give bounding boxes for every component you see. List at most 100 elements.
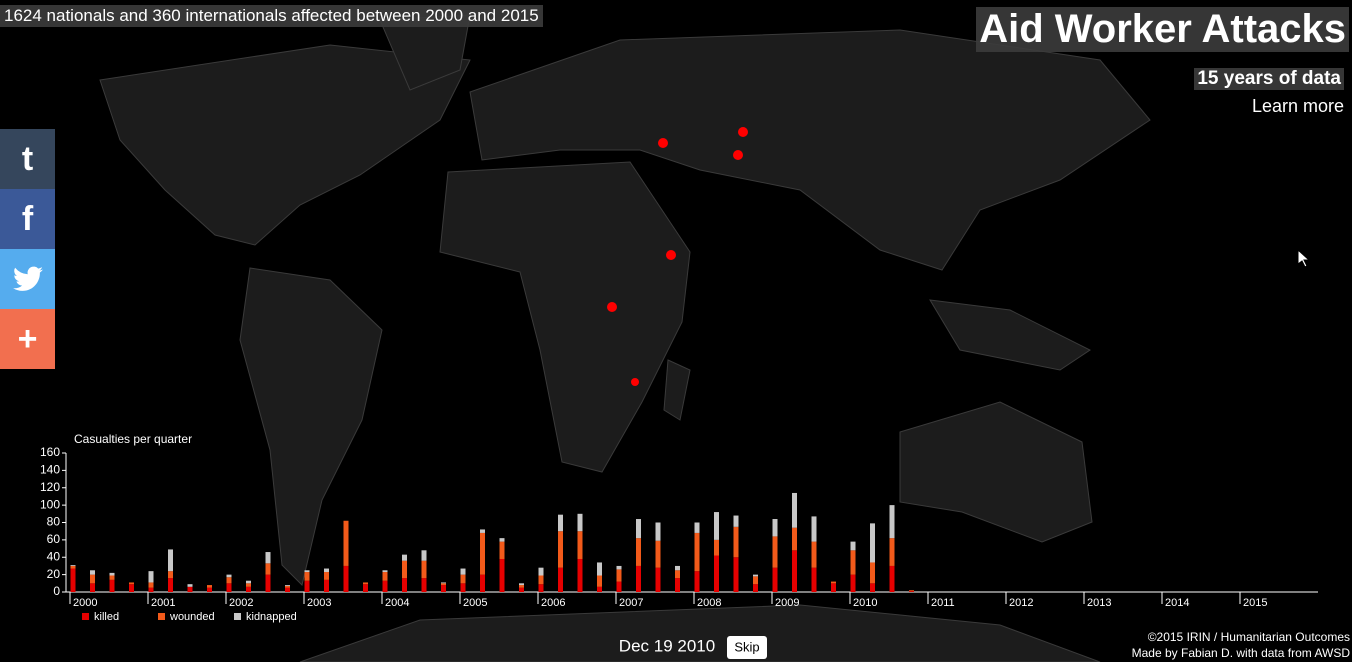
- bar-segment: [519, 585, 524, 588]
- author-link[interactable]: Fabian D.: [1181, 646, 1234, 660]
- bar-segment: [870, 583, 875, 592]
- bar-segment: [382, 570, 388, 573]
- bar-segment: [675, 570, 680, 579]
- share-button[interactable]: +: [0, 309, 55, 369]
- bar-segment: [421, 550, 427, 561]
- bar-segment: [831, 581, 836, 584]
- bar-segment: [480, 529, 485, 533]
- bar-segment: [577, 558, 583, 592]
- bar-segment: [636, 519, 641, 539]
- y-tick-label: 0: [53, 584, 60, 598]
- bar-segment: [109, 572, 115, 576]
- x-tick-label: 2014: [1165, 597, 1189, 609]
- x-tick-label: 2010: [853, 597, 877, 609]
- bar-segment: [499, 558, 505, 592]
- legend-label: kidnapped: [246, 611, 297, 623]
- bar-segment: [70, 568, 76, 592]
- y-tick-label: 20: [47, 567, 61, 581]
- x-tick-label: 2000: [73, 597, 97, 609]
- bar-segment: [597, 575, 602, 587]
- bar-segment: [733, 515, 739, 527]
- bar-segment: [265, 552, 271, 564]
- bar-segment: [168, 571, 173, 579]
- bar-segment: [675, 578, 680, 592]
- attack-dots: [607, 127, 748, 386]
- bar-segment: [109, 575, 115, 580]
- bar-segment: [460, 574, 466, 584]
- bar-segment: [733, 557, 739, 592]
- bar-segment: [402, 578, 407, 592]
- legend-label: killed: [94, 611, 119, 623]
- bar-segment: [792, 550, 797, 592]
- bar-segment: [304, 570, 310, 573]
- bar-segment: [499, 541, 505, 559]
- y-tick-label: 40: [47, 549, 61, 563]
- bar-segment: [148, 582, 154, 588]
- separator: /: [1213, 630, 1218, 644]
- bar-segment: [519, 583, 524, 586]
- bar-segment: [246, 586, 251, 592]
- bar-segment: [577, 513, 583, 532]
- bar-segment: [694, 532, 700, 572]
- bar-segment: [753, 574, 758, 577]
- bar-segment: [441, 583, 446, 586]
- bar-segment: [226, 574, 232, 578]
- bar-segment: [850, 574, 856, 592]
- bar-segment: [597, 562, 602, 576]
- twitter-button[interactable]: [0, 249, 55, 309]
- bar-segment: [168, 578, 173, 592]
- bar-segment: [597, 586, 602, 592]
- bar-segment: [382, 572, 388, 581]
- legend-swatch: [234, 613, 241, 620]
- bar-segment: [499, 538, 505, 542]
- bar-segment: [324, 579, 329, 592]
- bar-segment: [460, 583, 466, 592]
- bar-segment: [363, 584, 368, 592]
- bar-segment: [109, 579, 115, 592]
- legend-swatch: [158, 613, 165, 620]
- skip-label[interactable]: Skip: [734, 639, 759, 654]
- bar-segment: [382, 580, 388, 592]
- bar-segment: [850, 550, 856, 575]
- bar-segment: [207, 585, 212, 588]
- legend-swatch: [82, 613, 89, 620]
- bar-segment: [538, 567, 544, 576]
- bar-segment: [811, 541, 817, 568]
- tumblr-button[interactable]: t: [0, 129, 55, 189]
- x-tick-label: 2002: [229, 597, 253, 609]
- bar-segment: [226, 583, 232, 592]
- learn-more[interactable]: Learn more: [1251, 96, 1344, 116]
- bar-segment: [519, 587, 524, 592]
- bar-segment: [226, 577, 232, 584]
- awsd-link[interactable]: AWSD: [1314, 646, 1350, 660]
- bar-segment: [285, 587, 290, 592]
- x-tick-label: 2004: [385, 597, 409, 609]
- bar-segment: [772, 567, 778, 592]
- bar-segment: [480, 574, 485, 592]
- bar-segment: [421, 560, 427, 579]
- bar-segment: [538, 575, 544, 585]
- y-tick-label: 80: [47, 515, 61, 529]
- bar-segment: [909, 591, 914, 592]
- bar-segment: [753, 584, 758, 592]
- bar-segment: [831, 583, 836, 592]
- bar-segment: [70, 565, 76, 569]
- bar-segment: [343, 565, 349, 592]
- skip-button[interactable]: [727, 636, 767, 659]
- bar-segment: [90, 570, 95, 575]
- twitter-icon: [12, 266, 43, 291]
- bar-segment: [636, 538, 641, 566]
- bar-segment: [187, 584, 193, 587]
- ho-link[interactable]: Humanitarian Outcomes: [1220, 630, 1350, 644]
- chart-title: Casualties per quarter: [74, 432, 192, 446]
- footer: ©2015 IRIN / Humanitarian Outcomes Made …: [1132, 629, 1350, 661]
- casualty-chart: 0 20 40 60 80 100 120 140 160 2000 2001 2002 2003 200…: [40, 445, 1318, 623]
- bar-segment: [616, 581, 622, 592]
- irin-link[interactable]: IRIN: [1186, 630, 1211, 644]
- bar-segment: [850, 541, 856, 551]
- x-tick-label: 2003: [307, 597, 331, 609]
- date-label: Dec 19 2010: [619, 636, 715, 655]
- legend-label: wounded: [169, 611, 215, 623]
- facebook-button[interactable]: f: [0, 189, 55, 249]
